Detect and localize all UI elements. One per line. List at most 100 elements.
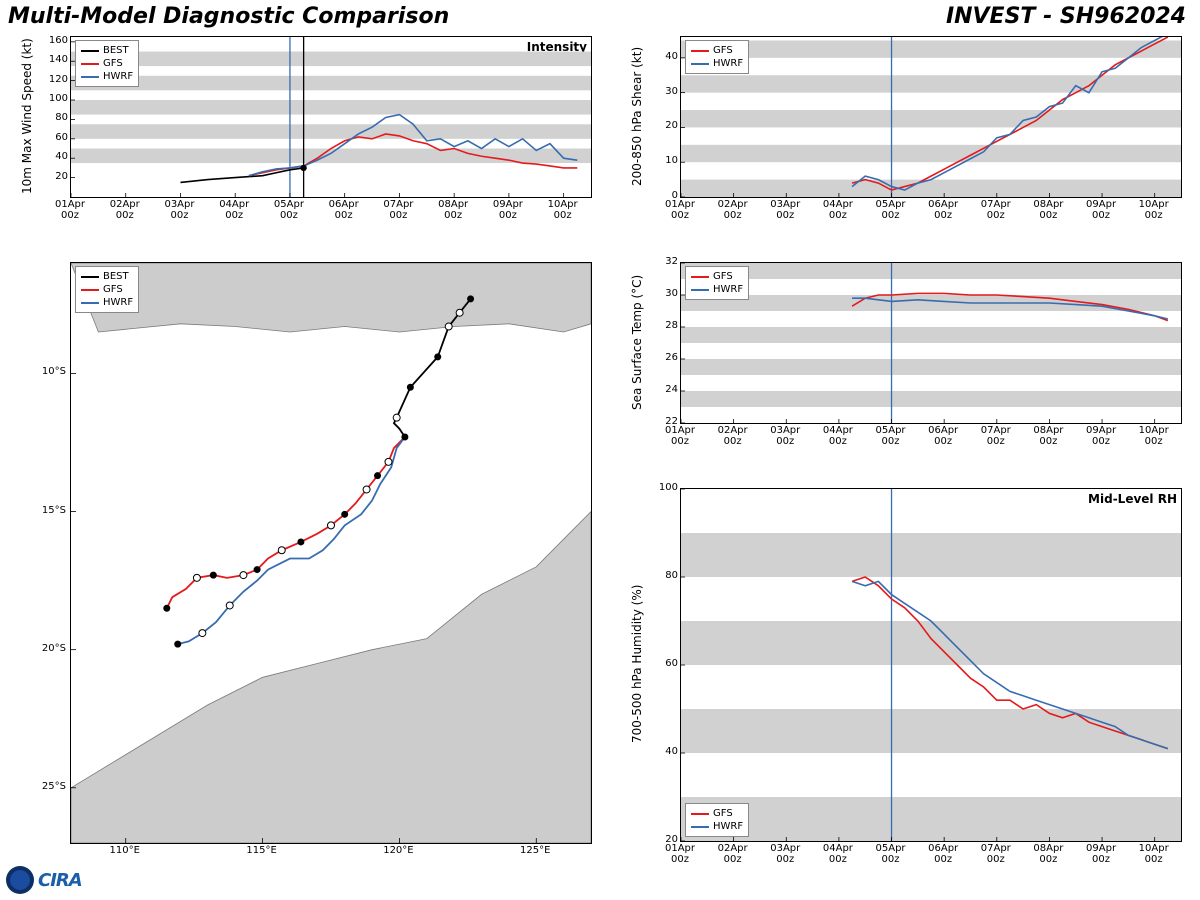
x-tick-label: 09Apr00z (1081, 425, 1121, 447)
shear-ylabel: 200-850 hPa Shear (kt) (630, 36, 644, 196)
x-tick-label: 09Apr00z (1081, 843, 1121, 865)
x-tick-label: 06Apr00z (923, 843, 963, 865)
x-tick-label: 01Apr00z (660, 199, 700, 221)
x-tick-label: 09Apr00z (488, 199, 528, 221)
legend-swatch (81, 76, 99, 78)
x-tick-label: 10Apr00z (1134, 843, 1174, 865)
x-tick-label: 04Apr00z (214, 199, 254, 221)
x-tick-label: 01Apr00z (660, 843, 700, 865)
legend-swatch (691, 50, 709, 52)
x-tick-label: 05Apr00z (269, 199, 309, 221)
x-tick-label: 04Apr00z (818, 843, 858, 865)
legend: GFS HWRF (685, 40, 749, 74)
y-tick-label: 160 (40, 36, 68, 46)
y-tick-label: 60 (650, 659, 678, 669)
legend-swatch (81, 302, 99, 304)
legend-label: BEST (103, 45, 129, 56)
legend-label: HWRF (713, 284, 743, 295)
x-tick-label: 04Apr00z (818, 425, 858, 447)
y-tick-label: 40 (40, 152, 68, 162)
y-tick-label: 100 (650, 483, 678, 493)
x-tick-label: 06Apr00z (923, 425, 963, 447)
y-tick-label: 40 (650, 52, 678, 62)
legend-swatch (691, 813, 709, 815)
x-tick-label: 02Apr00z (105, 199, 145, 221)
legend-swatch (81, 50, 99, 52)
legend-swatch (691, 289, 709, 291)
legend-swatch (81, 63, 99, 65)
x-tick-label: 07Apr00z (378, 199, 418, 221)
legend-swatch (691, 826, 709, 828)
y-tick-label: 80 (40, 113, 68, 123)
sst-panel: Sea Surface Temp (°C) SST GFSHWRF 222426… (624, 262, 1184, 462)
legend: GFS HWRF (685, 803, 749, 837)
y-tick-label: 26 (650, 353, 678, 363)
intensity-ylabel: 10m Max Wind Speed (kt) (20, 36, 34, 196)
y-tick-label: 40 (650, 747, 678, 757)
storm-id: INVEST - SH962024 (946, 4, 1186, 29)
x-tick-label: 08Apr00z (1028, 843, 1068, 865)
x-tick-label: 07Apr00z (976, 199, 1016, 221)
x-tick-label: 02Apr00z (713, 843, 753, 865)
x-tick-label: 115°E (242, 845, 282, 856)
y-tick-label: 20 (650, 121, 678, 131)
x-tick-label: 10Apr00z (543, 199, 583, 221)
legend-label: HWRF (713, 58, 743, 69)
x-tick-label: 110°E (105, 845, 145, 856)
y-tick-label: 60 (40, 133, 68, 143)
x-tick-label: 03Apr00z (765, 843, 805, 865)
y-tick-label: 10°S (38, 367, 66, 377)
x-tick-label: 01Apr00z (50, 199, 90, 221)
x-tick-label: 02Apr00z (713, 199, 753, 221)
y-tick-label: 20 (40, 172, 68, 182)
legend-label: HWRF (103, 297, 133, 308)
legend-label: GFS (713, 271, 733, 282)
legend-label: GFS (713, 45, 733, 56)
legend-swatch (81, 276, 99, 278)
shear-plot: Deep-Layer Shear GFSHWRF (680, 36, 1182, 198)
x-tick-label: 03Apr00z (159, 199, 199, 221)
x-tick-label: 08Apr00z (1028, 425, 1068, 447)
legend-label: HWRF (713, 821, 743, 832)
sst-ylabel: Sea Surface Temp (°C) (630, 262, 644, 422)
legend-label: GFS (713, 808, 733, 819)
x-tick-label: 03Apr00z (765, 199, 805, 221)
rh-ylabel: 700-500 hPa Humidity (%) (630, 488, 644, 840)
legend-swatch (691, 276, 709, 278)
x-tick-label: 07Apr00z (976, 425, 1016, 447)
legend-swatch (81, 289, 99, 291)
y-tick-label: 80 (650, 571, 678, 581)
x-tick-label: 04Apr00z (818, 199, 858, 221)
legend-label: GFS (103, 58, 123, 69)
x-tick-label: 125°E (515, 845, 555, 856)
x-tick-label: 120°E (378, 845, 418, 856)
legend: GFS HWRF (685, 266, 749, 300)
x-tick-label: 06Apr00z (923, 199, 963, 221)
track-panel: Track BESTGFSHWRF 110°E115°E120°E125°E10… (14, 262, 594, 882)
y-tick-label: 120 (40, 75, 68, 85)
legend: BEST GFS HWRF (75, 266, 139, 313)
shear-panel: 200-850 hPa Shear (kt) Deep-Layer Shear … (624, 36, 1184, 236)
legend-label: BEST (103, 271, 129, 282)
x-tick-label: 07Apr00z (976, 843, 1016, 865)
track-plot: Track BESTGFSHWRF (70, 262, 592, 844)
x-tick-label: 05Apr00z (871, 843, 911, 865)
rh-plot: Mid-Level RH GFSHWRF (680, 488, 1182, 842)
y-tick-label: 15°S (38, 506, 66, 516)
rh-panel: 700-500 hPa Humidity (%) Mid-Level RH GF… (624, 488, 1184, 880)
y-tick-label: 25°S (38, 782, 66, 792)
y-tick-label: 32 (650, 257, 678, 267)
cira-logo-text: CIRA (38, 870, 82, 891)
sst-plot: SST GFSHWRF (680, 262, 1182, 424)
footer-logos: CIRA (6, 866, 82, 894)
y-tick-label: 10 (650, 156, 678, 166)
x-tick-label: 10Apr00z (1134, 199, 1174, 221)
legend-swatch (691, 63, 709, 65)
noaa-logo-icon (6, 866, 34, 894)
legend: BEST GFS HWRF (75, 40, 139, 87)
x-tick-label: 08Apr00z (1028, 199, 1068, 221)
y-tick-label: 140 (40, 55, 68, 65)
x-tick-label: 10Apr00z (1134, 425, 1174, 447)
legend-label: HWRF (103, 71, 133, 82)
legend-label: GFS (103, 284, 123, 295)
